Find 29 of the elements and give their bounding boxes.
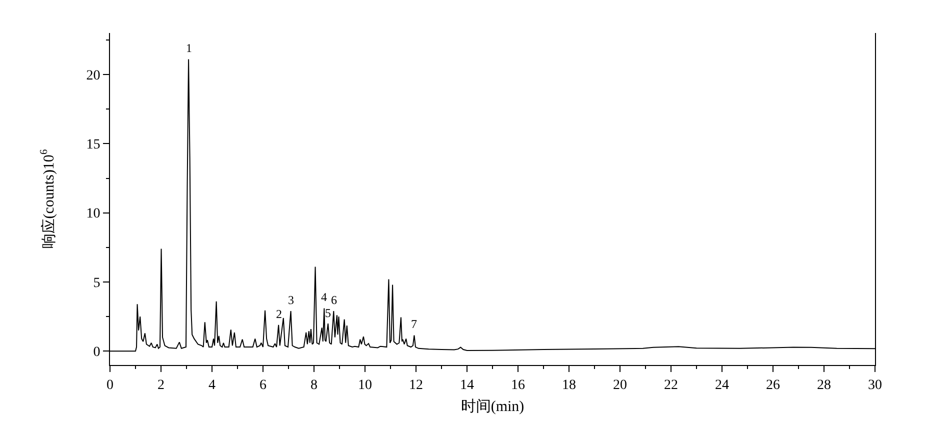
y-tick-label: 0 — [93, 345, 100, 360]
annotation: 1 — [186, 41, 192, 55]
x-tick-label: 24 — [715, 378, 729, 393]
x-axis-title: 时间(min) — [460, 398, 524, 415]
y-tick-label: 10 — [86, 206, 100, 222]
y-tick-label: 20 — [86, 68, 100, 84]
x-tick-label: 12 — [409, 378, 423, 393]
annotation: 4 — [321, 290, 327, 304]
x-tick-label: 20 — [613, 378, 627, 393]
annotation: 7 — [411, 317, 417, 331]
x-tick-label: 18 — [562, 378, 576, 393]
annotation: 2 — [276, 307, 282, 321]
y-tick-label: 5 — [93, 276, 100, 291]
x-tick-label: 4 — [208, 378, 216, 393]
annotation: 3 — [288, 293, 294, 307]
x-tick-label: 28 — [817, 378, 831, 393]
x-tick-label: 30 — [868, 378, 882, 393]
y-tick-label: 15 — [86, 138, 100, 153]
annotation: 6 — [331, 293, 337, 307]
x-tick-label: 6 — [260, 378, 266, 393]
annotation: 5 — [325, 306, 331, 320]
x-tick-label: 22 — [664, 378, 678, 393]
x-tick-label: 10 — [358, 378, 372, 393]
x-tick-label: 26 — [766, 378, 780, 393]
x-tick-label: 8 — [310, 378, 318, 393]
x-tick-label: 16 — [511, 378, 525, 393]
x-tick-label: 14 — [460, 378, 474, 393]
x-tick-label: 0 — [106, 378, 114, 393]
x-tick-label: 2 — [158, 378, 164, 393]
